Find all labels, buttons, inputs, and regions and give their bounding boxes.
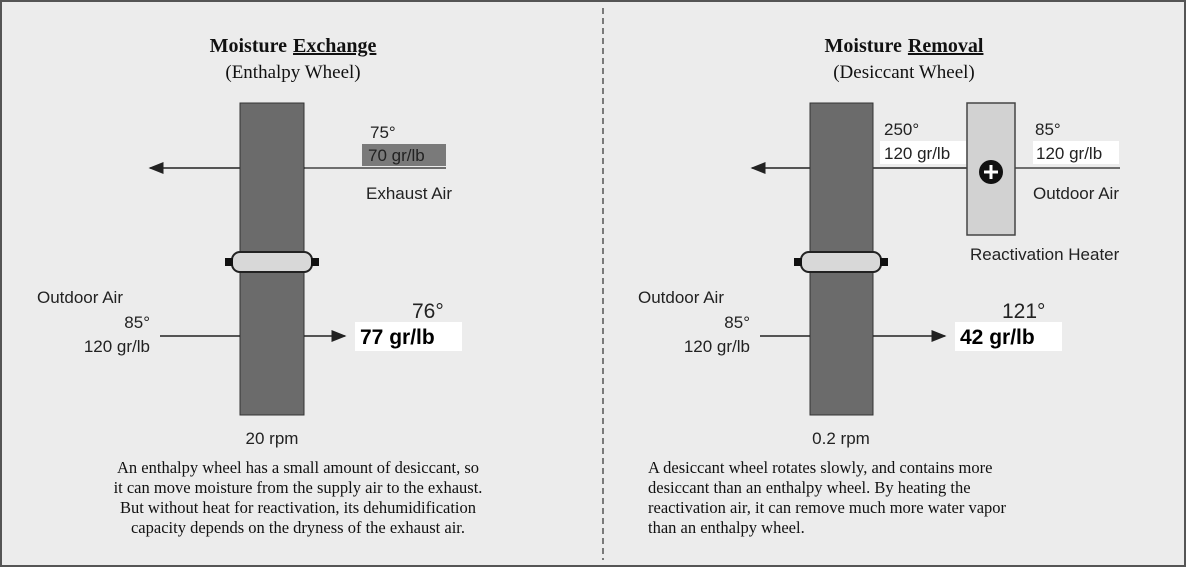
subtitle: (Desiccant Wheel) bbox=[833, 62, 975, 83]
supply-temp: 76° bbox=[412, 300, 444, 323]
subtitle: (Enthalpy Wheel) bbox=[225, 62, 360, 83]
title: Moisture Exchange bbox=[210, 35, 377, 57]
wheel-band bbox=[800, 251, 882, 273]
heater-in-temp: 85° bbox=[1035, 120, 1061, 139]
description-line: But without heat for reactivation, its d… bbox=[120, 498, 476, 517]
title-emphasis: Removal bbox=[908, 35, 984, 57]
wheel-band bbox=[231, 251, 313, 273]
band-end bbox=[311, 258, 319, 266]
speed: 0.2 rpm bbox=[812, 429, 870, 448]
label-box bbox=[880, 141, 966, 164]
exhaust-label: Exhaust Air bbox=[366, 184, 452, 203]
title-text: Moisture bbox=[825, 35, 903, 57]
description-line: reactivation air, it can remove much mor… bbox=[648, 498, 1007, 517]
label-box bbox=[355, 322, 462, 351]
label-box bbox=[1033, 141, 1119, 164]
outdoor-label: Outdoor Air bbox=[37, 288, 123, 307]
reactivation-temp: 250° bbox=[884, 120, 919, 139]
title-text: Moisture bbox=[210, 35, 288, 57]
description-line: A desiccant wheel rotates slowly, and co… bbox=[648, 458, 992, 477]
title: Moisture Removal bbox=[825, 35, 984, 57]
supply-moisture: 77 gr/lb bbox=[360, 326, 435, 349]
speed: 20 rpm bbox=[246, 429, 299, 448]
outdoor-temp: 85° bbox=[724, 313, 750, 332]
left-panel: Moisture Exchange (Enthalpy Wheel) 75° 70… bbox=[37, 35, 482, 537]
description-line: desiccant than an enthalpy wheel. By hea… bbox=[648, 478, 971, 497]
right-panel: Moisture Removal (Desiccant Wheel) 250° 1… bbox=[638, 35, 1120, 537]
supply-moisture: 42 gr/lb bbox=[960, 326, 1035, 349]
description-line: than an enthalpy wheel. bbox=[648, 518, 805, 537]
exhaust-moisture: 70 gr/lb bbox=[368, 146, 425, 165]
description-line: An enthalpy wheel has a small amount of … bbox=[117, 458, 479, 477]
heater-plus bbox=[984, 165, 998, 179]
description-line: capacity depends on the dryness of the e… bbox=[131, 518, 465, 537]
heater-in-label: Outdoor Air bbox=[1033, 184, 1119, 203]
heater-label: Reactivation Heater bbox=[970, 245, 1120, 264]
description-line: it can move moisture from the supply air… bbox=[114, 478, 483, 497]
reactivation-moisture: 120 gr/lb bbox=[884, 144, 950, 163]
outdoor-moisture: 120 gr/lb bbox=[84, 337, 150, 356]
label-box bbox=[362, 144, 446, 166]
outdoor-temp: 85° bbox=[124, 313, 150, 332]
exhaust-temp: 75° bbox=[370, 123, 396, 142]
band-end bbox=[225, 258, 233, 266]
band-end bbox=[794, 258, 802, 266]
outdoor-label: Outdoor Air bbox=[638, 288, 724, 307]
title-emphasis: Exchange bbox=[293, 35, 376, 57]
supply-temp: 121° bbox=[1002, 300, 1045, 323]
outdoor-moisture: 120 gr/lb bbox=[684, 337, 750, 356]
label-box bbox=[955, 322, 1062, 351]
heater-in-moisture: 120 gr/lb bbox=[1036, 144, 1102, 163]
band-end bbox=[880, 258, 888, 266]
